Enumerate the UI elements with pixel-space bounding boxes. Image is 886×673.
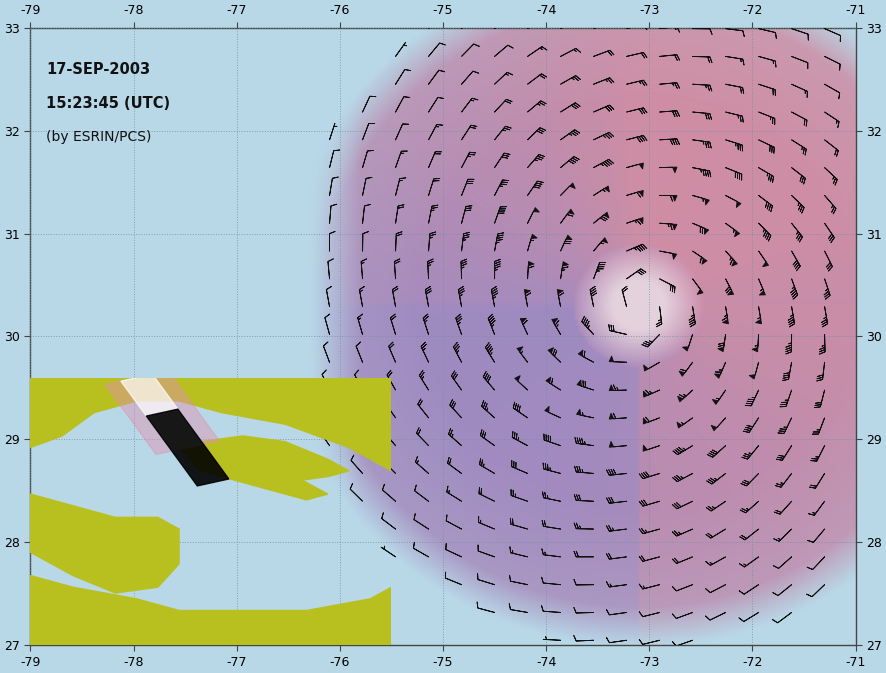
Text: 15:23:45 (UTC): 15:23:45 (UTC) — [46, 96, 170, 111]
Text: 17-SEP-2003: 17-SEP-2003 — [46, 62, 150, 77]
Text: (by ESRIN/PCS): (by ESRIN/PCS) — [46, 130, 152, 144]
